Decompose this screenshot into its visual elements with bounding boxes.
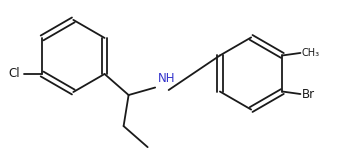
Text: CH₃: CH₃ [302,48,320,58]
Text: NH: NH [158,71,175,85]
Text: Br: Br [302,88,315,100]
Text: Cl: Cl [8,67,20,81]
